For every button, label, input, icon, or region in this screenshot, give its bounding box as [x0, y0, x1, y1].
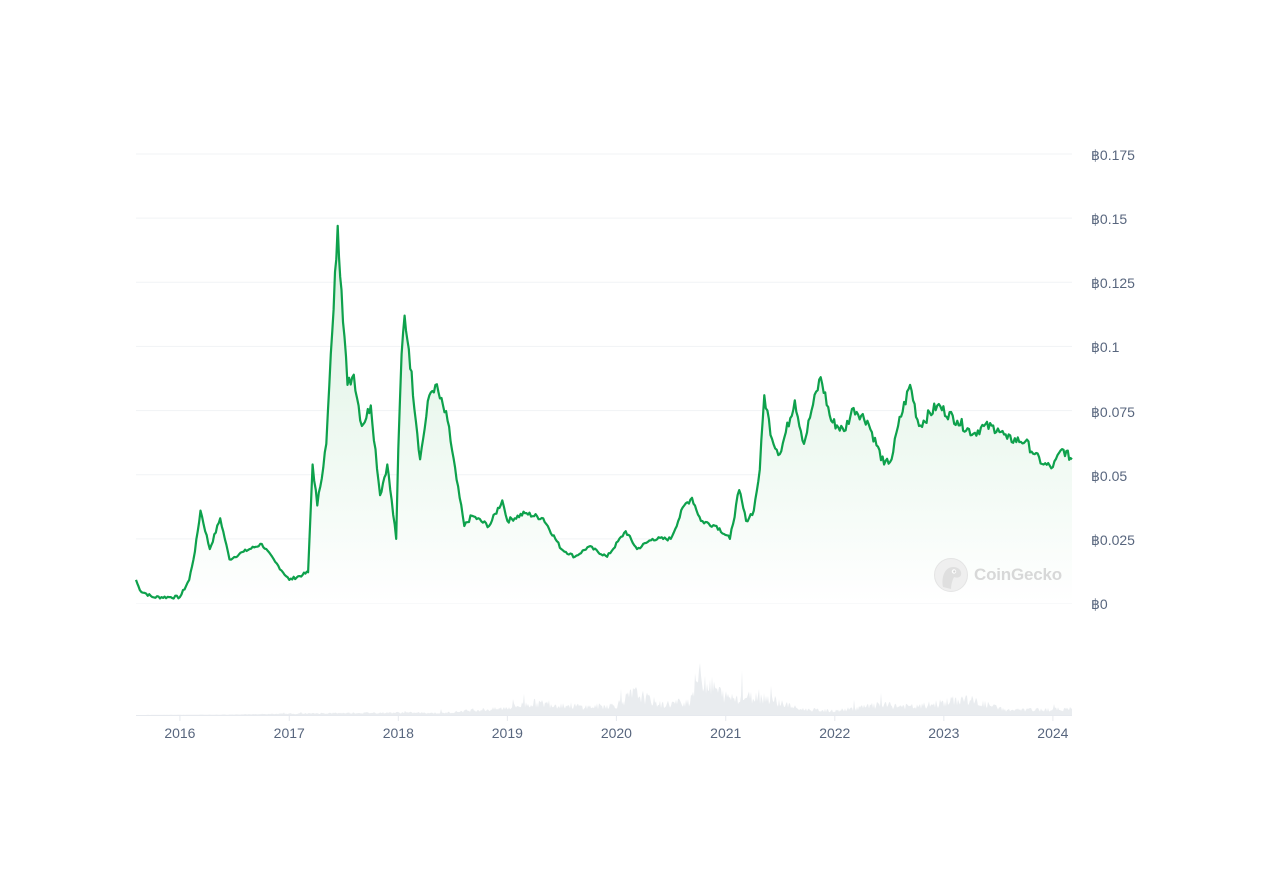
y-tick-label: ฿0.125 — [1091, 275, 1135, 292]
volume-bars — [136, 663, 1072, 715]
x-tick-label: 2022 — [819, 725, 851, 741]
x-tick-label: 2017 — [273, 725, 305, 741]
x-tick-label: 2018 — [382, 725, 414, 741]
gecko-logo-icon — [934, 558, 968, 592]
price-line[interactable] — [134, 224, 1073, 600]
y-tick-label: ฿0.025 — [1091, 531, 1135, 548]
watermark-text: CoinGecko — [974, 565, 1062, 584]
y-tick-label: ฿0.1 — [1091, 339, 1120, 356]
y-tick-label: ฿0.075 — [1091, 403, 1135, 420]
x-tick-label: 2019 — [491, 725, 523, 741]
volume-area — [136, 663, 1072, 715]
x-tick-label: 2020 — [600, 725, 632, 741]
x-axis-ticks — [136, 715, 1072, 721]
x-tick-label: 2016 — [164, 725, 196, 741]
coingecko-watermark: CoinGecko — [934, 558, 1062, 592]
grid-lines — [136, 153, 1072, 604]
y-tick-label: ฿0.05 — [1091, 467, 1128, 484]
y-tick-label: ฿0.15 — [1091, 211, 1128, 228]
price-area-fill — [136, 225, 1072, 604]
y-tick-label: ฿0.175 — [1091, 147, 1135, 163]
y-tick-label: ฿0 — [1091, 596, 1108, 612]
x-tick-label: 2024 — [1037, 725, 1069, 741]
x-tick-label: 2023 — [928, 725, 960, 741]
x-tick-label: 2021 — [710, 725, 742, 741]
